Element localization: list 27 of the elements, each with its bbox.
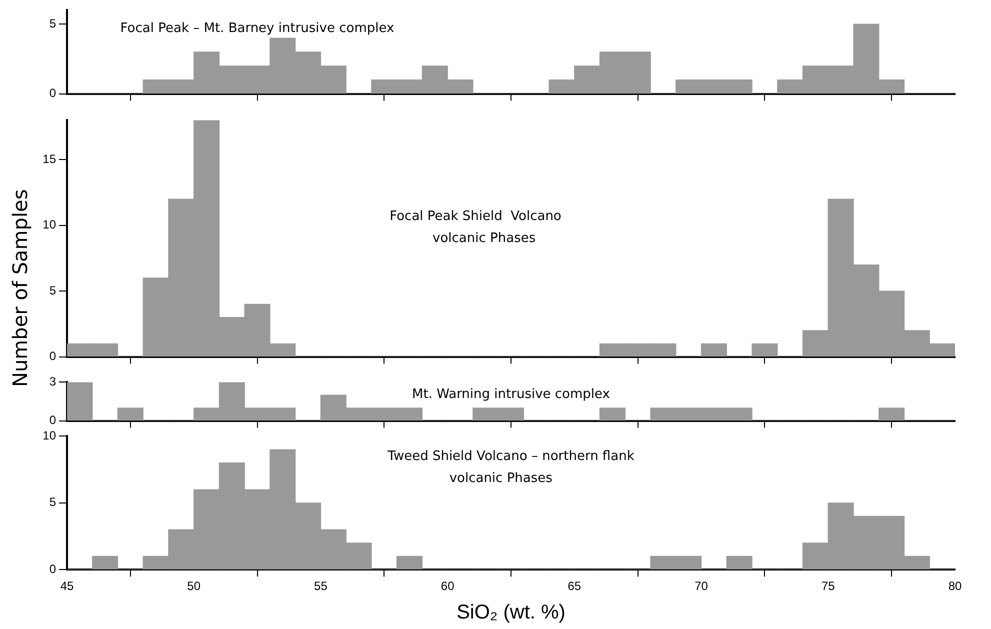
- y-tick-label: 5: [49, 495, 56, 510]
- y-tick-label: 3: [49, 374, 56, 389]
- x-tick-label: 80: [948, 579, 962, 594]
- y-tick-label: 10: [42, 218, 56, 232]
- y-tick-label: 0: [49, 349, 56, 364]
- chart-title: Mt. Warning intrusive complex: [412, 387, 610, 402]
- y-tick-label: 5: [49, 283, 56, 298]
- x-tick-label: 70: [694, 579, 708, 594]
- y-tick-label: 5: [49, 16, 56, 30]
- text: Focal Peak – Mt. Barney intrusive complex: [120, 21, 395, 36]
- y-tick-label: 0: [49, 413, 56, 428]
- y-axis-title: Number of Samples: [8, 189, 32, 387]
- y-tick-label: 0: [49, 86, 56, 100]
- y-tick-label: 10: [42, 428, 56, 443]
- x-tick-label: 75: [821, 579, 836, 594]
- x-tick-label: 65: [568, 579, 582, 594]
- text: volcanic Phases: [432, 231, 536, 246]
- x-tick-label: 55: [314, 579, 328, 594]
- y-tick-label: 0: [49, 562, 56, 576]
- text: volcanic Phases: [449, 471, 553, 486]
- text: Tweed Shield Volcano – northern flank: [386, 449, 635, 464]
- x-tick-label: 45: [60, 579, 74, 594]
- text: Focal Peak Shield Volcano: [390, 209, 562, 224]
- y-tick-label: 15: [42, 152, 56, 166]
- x-axis-title: SiO₂ (wt. %): [456, 602, 566, 624]
- x-tick-label: 50: [187, 579, 201, 594]
- x-tick-label: 60: [440, 579, 455, 594]
